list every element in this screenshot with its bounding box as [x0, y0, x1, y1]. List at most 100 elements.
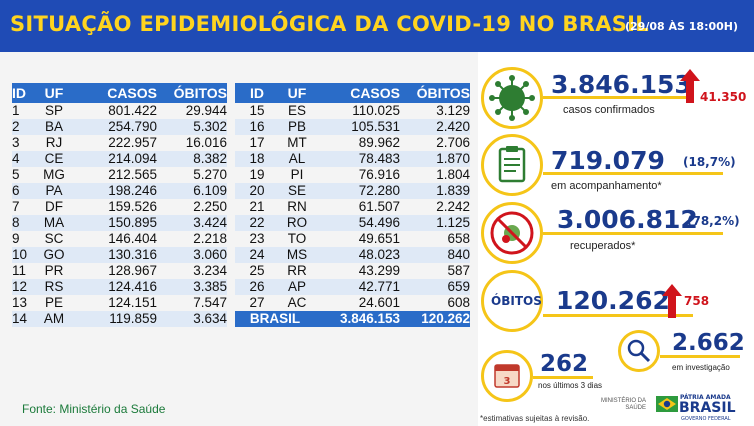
col-header-casos: CASOS — [315, 83, 400, 103]
header-banner: SITUAÇÃO EPIDEMIOLÓGICA DA COVID-19 NO B… — [0, 0, 754, 52]
cell-casos: 72.280 — [315, 183, 400, 199]
gov-brand: BRASIL — [679, 400, 736, 416]
confirmed-cases-value: 3.846.153 — [551, 70, 692, 99]
table-row: 17 MT 89.962 2.706 — [235, 135, 470, 151]
cell-id: 20 — [235, 183, 279, 199]
cell-uf: AP — [279, 279, 315, 295]
cell-obitos: 3.060 — [157, 247, 227, 263]
cell-id: 3 — [12, 135, 20, 150]
cell-id: 22 — [235, 215, 279, 231]
clipboard-icon-circle — [481, 134, 543, 196]
clipboard-icon — [498, 146, 526, 183]
cell-uf: PA — [36, 183, 72, 199]
cell-uf: MA — [36, 215, 72, 231]
cell-obitos: 6.109 — [157, 183, 227, 199]
cell-casos: 76.916 — [358, 167, 400, 182]
cell-id: 4 — [12, 151, 36, 167]
table-row: 15 ES 110.025 3.129 — [235, 103, 470, 119]
cell-casos: 124.416 — [72, 279, 157, 295]
col-header-id: ID — [12, 83, 36, 103]
no-virus-icon-circle — [481, 202, 543, 264]
table-row: 21 RN 61.507 2.242 — [235, 199, 470, 215]
cell-id: 27 — [249, 295, 265, 310]
table-row: 23 TO 49.651 658 — [235, 231, 470, 247]
cell-uf: PI — [290, 167, 304, 182]
cell-uf: PE — [44, 295, 63, 310]
cell-id: 12 — [12, 279, 36, 295]
cell-id: 17 — [249, 135, 265, 150]
cell-uf: BA — [36, 119, 72, 135]
cell-obitos: 3.424 — [157, 215, 227, 231]
cell-uf: SE — [279, 183, 315, 199]
deaths-value: 120.262 — [556, 286, 670, 315]
cell-id: 21 — [249, 199, 265, 214]
footnote: *estimativas sujeitas à revisão. — [480, 414, 590, 423]
virus-icon — [489, 75, 535, 121]
page-title: SITUAÇÃO EPIDEMIOLÓGICA DA COVID-19 NO B… — [10, 12, 649, 36]
cell-obitos: 608 — [447, 295, 470, 310]
cell-obitos: 1.870 — [400, 151, 470, 167]
monitoring-label: em acompanhamento* — [551, 180, 662, 192]
deaths-increase: 758 — [684, 294, 710, 308]
cell-casos: 24.601 — [358, 295, 400, 310]
cell-casos: 198.246 — [72, 183, 157, 199]
up-arrow-icon — [662, 284, 682, 318]
cell-casos: 89.962 — [358, 135, 400, 150]
cell-id: 2 — [12, 119, 36, 135]
no-virus-icon — [490, 211, 534, 255]
cell-id: 24 — [235, 247, 279, 263]
cell-id: 7 — [12, 199, 20, 214]
monitoring-percent: (18,7%) — [683, 155, 736, 169]
cell-casos: 48.023 — [315, 247, 400, 263]
monitoring-value: 719.079 — [551, 146, 665, 175]
cell-uf: AM — [36, 311, 72, 327]
cell-uf: AC — [287, 295, 307, 310]
cell-id: 15 — [249, 103, 265, 118]
cell-obitos: 5.270 — [193, 167, 227, 182]
table-row: 13 PE 124.151 7.547 — [12, 295, 227, 311]
cell-casos: 130.316 — [72, 247, 157, 263]
deaths-tag: ÓBITOS — [491, 294, 542, 308]
cell-casos: 254.790 — [72, 119, 157, 135]
cell-casos: 159.526 — [108, 199, 157, 214]
table-row: 14 AM 119.859 3.634 — [12, 311, 227, 327]
cell-uf: SP — [44, 103, 63, 118]
calendar-number: 3 — [504, 376, 511, 387]
col-header-uf: UF — [279, 83, 315, 103]
cell-casos: 43.299 — [358, 263, 400, 278]
source-note: Fonte: Ministério da Saúde — [22, 402, 166, 416]
cell-obitos: 3.234 — [193, 263, 227, 278]
cell-casos: 801.422 — [108, 103, 157, 118]
cell-casos: 110.025 — [352, 103, 400, 118]
cell-uf: GO — [36, 247, 72, 263]
cell-id: 25 — [249, 263, 265, 278]
cell-uf: SC — [44, 231, 64, 246]
table-row: 8 MA 150.895 3.424 — [12, 215, 227, 231]
table-row: 27 AC 24.601 608 — [235, 295, 470, 311]
table-row: 3 RJ 222.957 16.016 — [12, 135, 227, 151]
gov-subtitle: GOVERNO FEDERAL — [681, 416, 731, 422]
divider — [543, 232, 723, 235]
table-row: 9 SC 146.404 2.218 — [12, 231, 227, 247]
cell-obitos: 3.129 — [436, 103, 470, 118]
cell-casos: 150.895 — [72, 215, 157, 231]
divider — [543, 172, 723, 175]
cell-uf: MT — [287, 135, 307, 150]
cell-id: 13 — [12, 295, 28, 310]
table-row: 26 AP 42.771 659 — [235, 279, 470, 295]
table-row: 24 MS 48.023 840 — [235, 247, 470, 263]
cell-uf: RR — [287, 263, 307, 278]
cell-obitos: 7.547 — [193, 295, 227, 310]
cell-id: 26 — [235, 279, 279, 295]
divider — [533, 376, 593, 379]
cell-casos: 222.957 — [108, 135, 157, 150]
investigation-value: 2.662 — [672, 330, 745, 356]
cell-id: 6 — [12, 183, 36, 199]
total-obitos: 120.262 — [400, 311, 470, 327]
cell-uf: CE — [36, 151, 72, 167]
cell-id: 11 — [12, 263, 27, 278]
cell-id: 16 — [235, 119, 279, 135]
table-row: 6 PA 198.246 6.109 — [12, 183, 227, 199]
col-header-obitos: ÓBITOS — [157, 83, 227, 103]
cell-uf: RS — [36, 279, 72, 295]
